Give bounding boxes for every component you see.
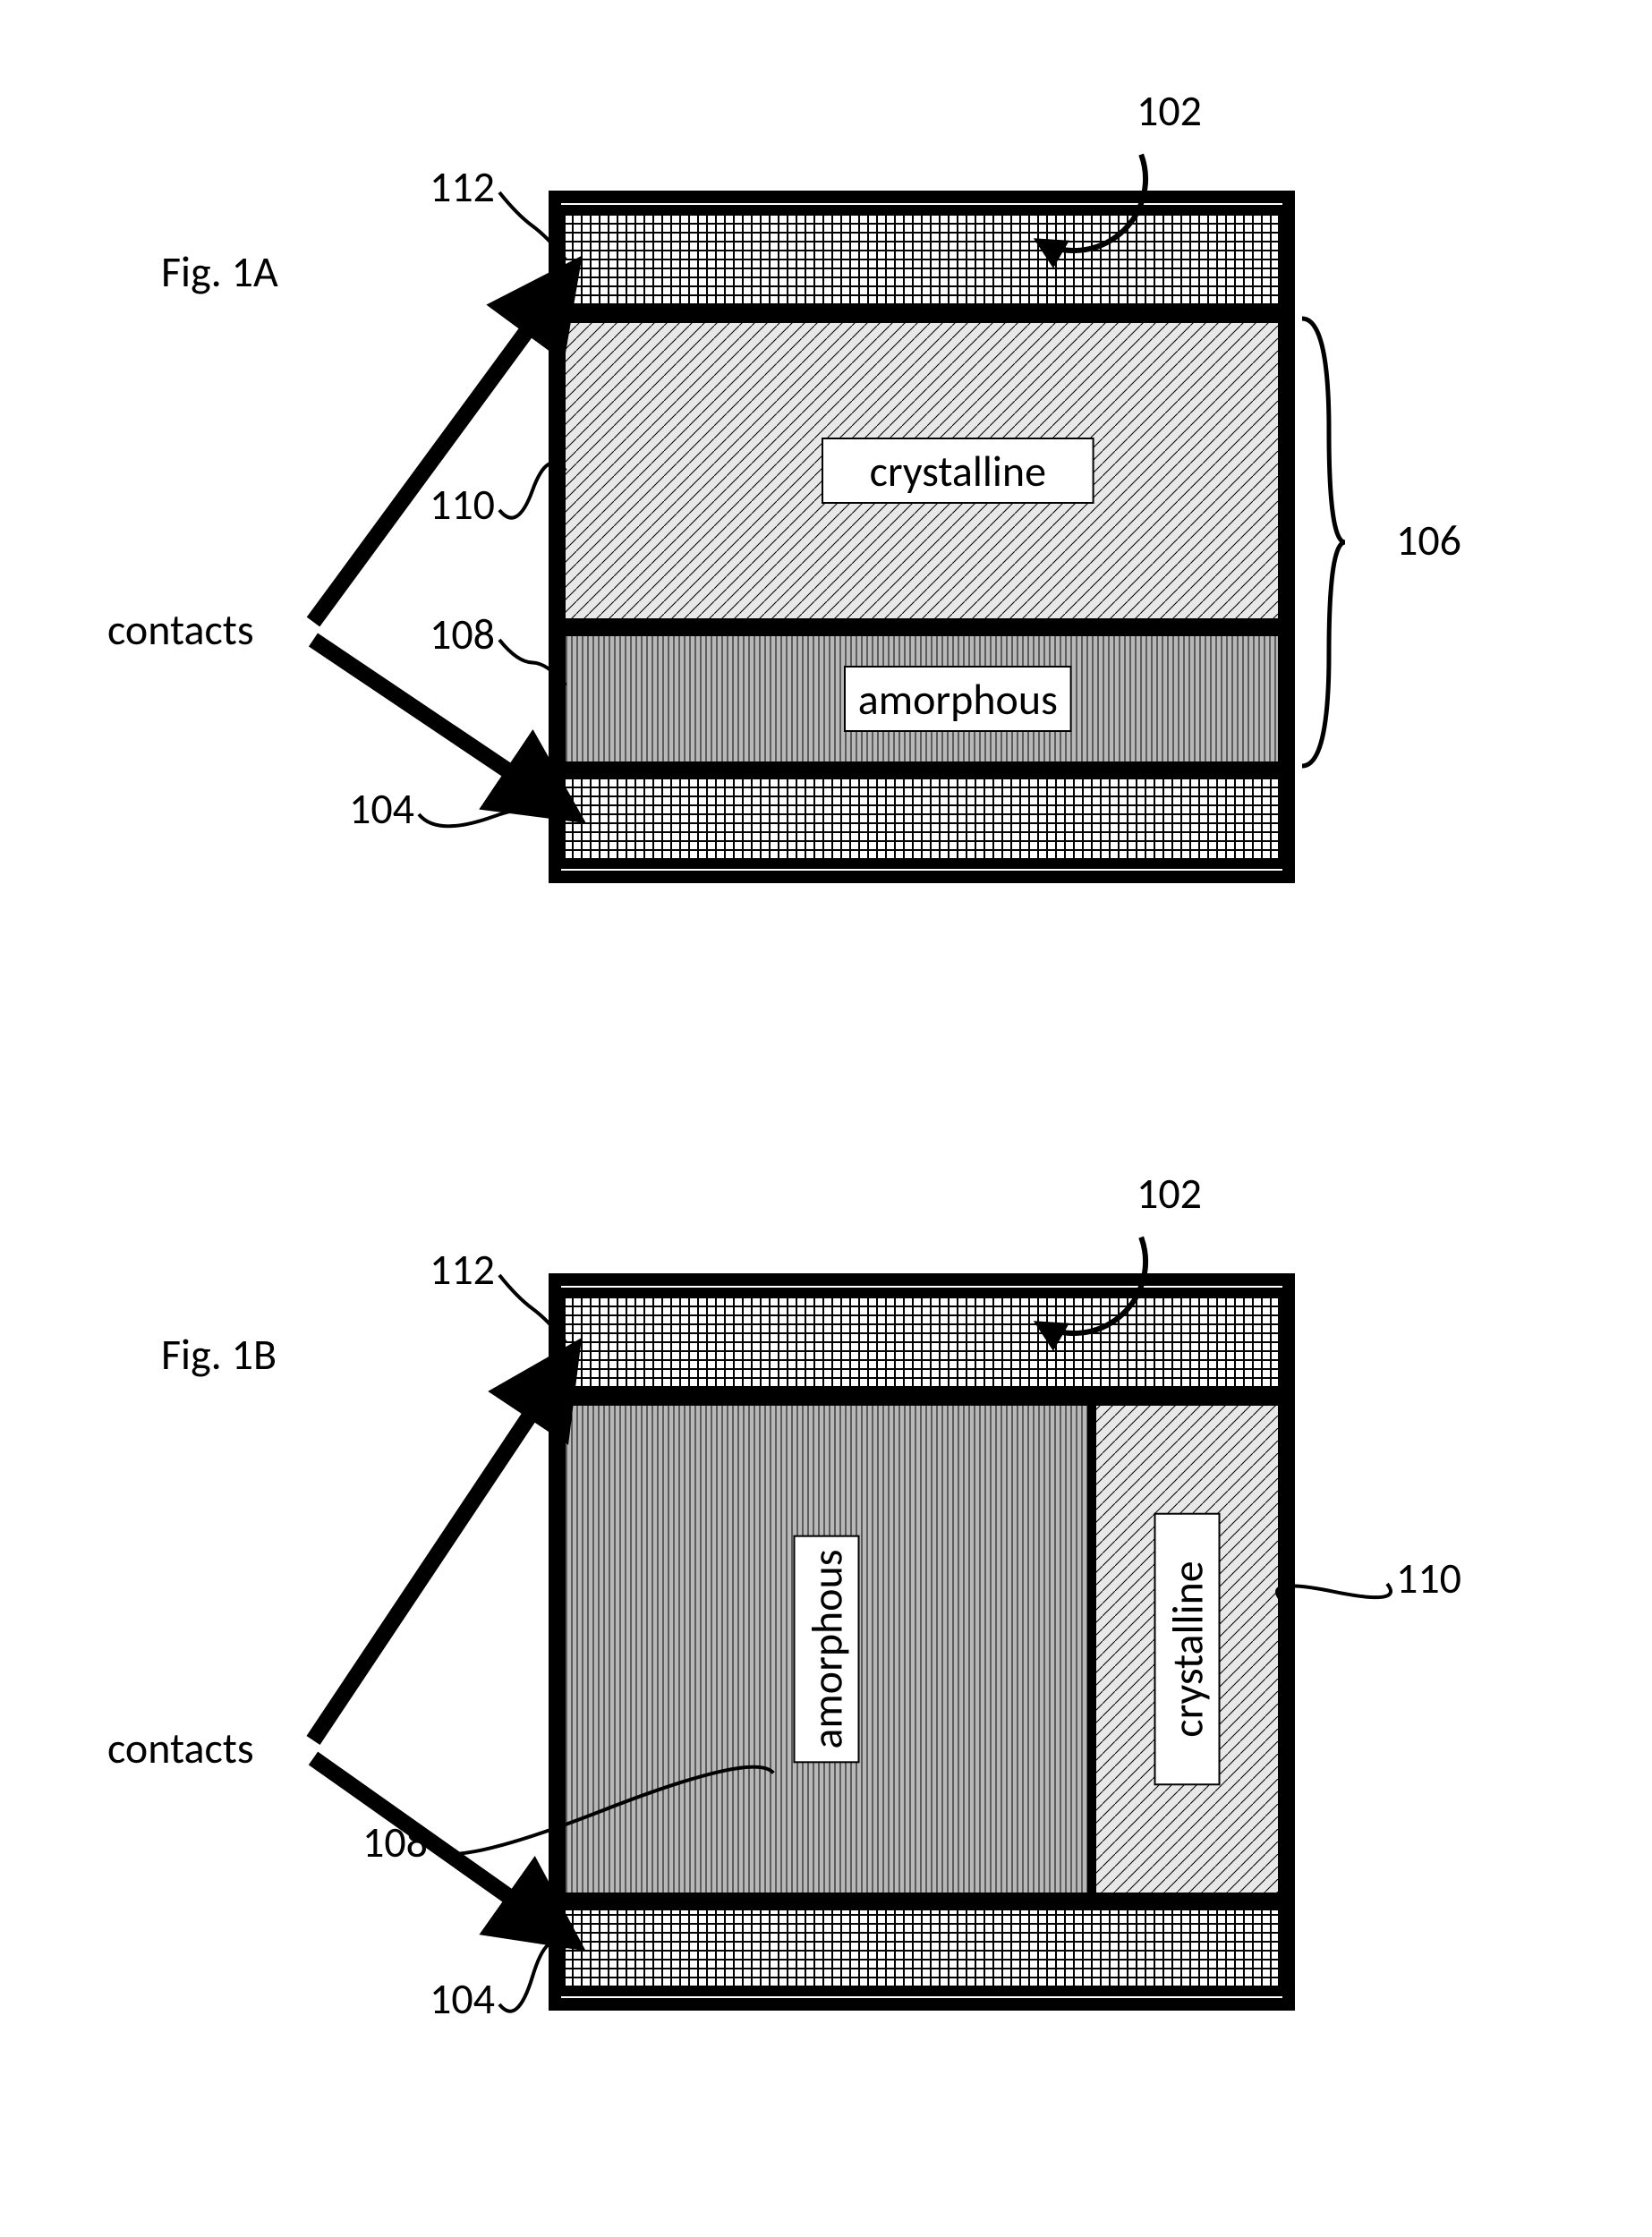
svg-text:crystalline: crystalline bbox=[1161, 1561, 1213, 1737]
ref-102-label: 102 bbox=[1137, 1167, 1202, 1220]
contact-arrow bbox=[313, 1758, 573, 1942]
ref-110: 110 bbox=[430, 478, 495, 531]
layer-bottom_contact bbox=[561, 775, 1282, 864]
contacts-label: contacts bbox=[107, 1722, 254, 1774]
ref-102-label: 102 bbox=[1137, 84, 1202, 137]
contact-arrow bbox=[313, 268, 573, 622]
ref-104: 104 bbox=[430, 1972, 495, 2025]
leader-line bbox=[419, 808, 566, 827]
svg-text:amorphous: amorphous bbox=[858, 673, 1058, 726]
layer-label-box: crystalline bbox=[1155, 1514, 1220, 1785]
layer-top_contact bbox=[561, 209, 1282, 310]
ref-112: 112 bbox=[430, 160, 495, 213]
layer-top-contact bbox=[561, 1292, 1282, 1392]
layer-label-box: amorphous bbox=[845, 667, 1071, 731]
layer-label-box: crystalline bbox=[822, 438, 1094, 503]
ref-106-label: 106 bbox=[1396, 514, 1461, 566]
brace-106 bbox=[1302, 319, 1345, 766]
svg-text:crystalline: crystalline bbox=[870, 445, 1046, 498]
figure-1b-title: Fig. 1B bbox=[161, 1328, 277, 1381]
contacts-label: contacts bbox=[107, 603, 254, 656]
layer-label-box: amorphous bbox=[795, 1536, 859, 1763]
contact-arrow bbox=[313, 1351, 573, 1740]
layer-bottom-contact bbox=[561, 1906, 1282, 1992]
ref-108: 108 bbox=[430, 608, 495, 660]
figure-1a-title: Fig. 1A bbox=[161, 245, 278, 298]
ref-104: 104 bbox=[349, 782, 414, 835]
ref-110: 110 bbox=[1396, 1552, 1461, 1604]
ref-112: 112 bbox=[430, 1243, 495, 1296]
svg-text:amorphous: amorphous bbox=[800, 1549, 853, 1748]
